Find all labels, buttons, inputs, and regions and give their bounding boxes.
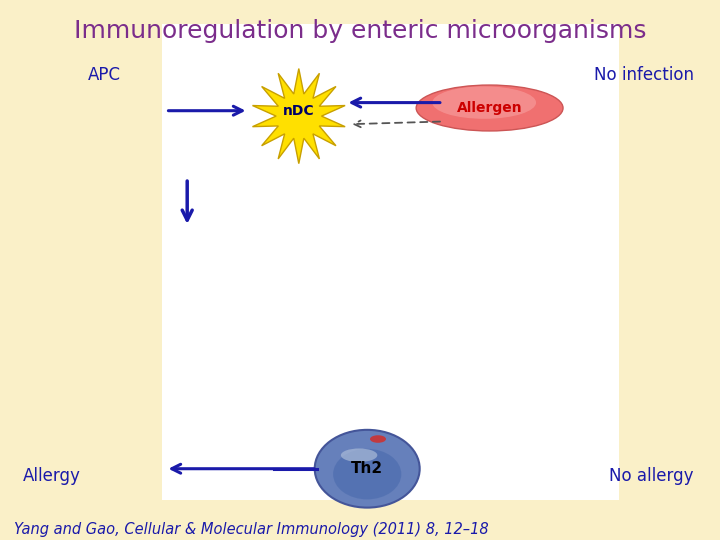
Ellipse shape <box>416 85 563 131</box>
Text: Immunoregulation by enteric microorganisms: Immunoregulation by enteric microorganis… <box>73 19 647 43</box>
Text: nDC: nDC <box>283 104 315 118</box>
Text: Allergy: Allergy <box>23 467 81 485</box>
Ellipse shape <box>333 449 401 500</box>
Text: Yang and Gao, Cellular & Molecular Immunology (2011) 8, 12–18: Yang and Gao, Cellular & Molecular Immun… <box>14 522 489 537</box>
Text: No allergy: No allergy <box>609 467 694 485</box>
Polygon shape <box>253 69 345 164</box>
Ellipse shape <box>370 435 386 443</box>
Ellipse shape <box>433 86 536 119</box>
Ellipse shape <box>341 448 377 462</box>
Text: Allergen: Allergen <box>456 101 523 115</box>
Text: No infection: No infection <box>595 65 694 84</box>
Text: APC: APC <box>88 65 121 84</box>
Text: Th2: Th2 <box>351 461 383 476</box>
Ellipse shape <box>315 430 420 508</box>
Bar <box>162 24 619 500</box>
